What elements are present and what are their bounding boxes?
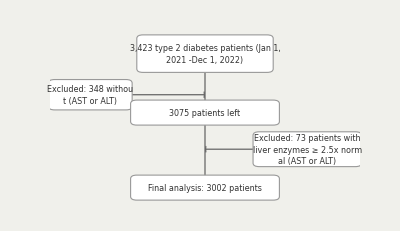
Text: Final analysis: 3002 patients: Final analysis: 3002 patients (148, 183, 262, 192)
FancyBboxPatch shape (131, 175, 279, 200)
Text: Excluded: 73 patients with
liver enzymes ≥ 2.5x norm
al (AST or ALT): Excluded: 73 patients with liver enzymes… (253, 134, 362, 165)
FancyBboxPatch shape (131, 101, 279, 126)
FancyBboxPatch shape (48, 80, 132, 110)
Text: 3075 patients left: 3075 patients left (170, 109, 240, 118)
Text: 3,423 type 2 diabetes patients (Jan 1,
2021 -Dec 1, 2022): 3,423 type 2 diabetes patients (Jan 1, 2… (130, 44, 280, 65)
FancyBboxPatch shape (137, 36, 273, 73)
Text: Excluded: 348 withou
t (AST or ALT): Excluded: 348 withou t (AST or ALT) (47, 85, 133, 106)
FancyBboxPatch shape (253, 132, 362, 167)
